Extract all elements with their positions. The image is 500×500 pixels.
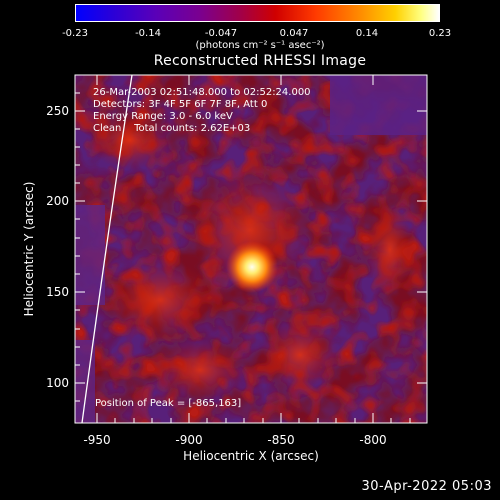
y-tick-label: 150 [46,285,69,299]
x-tick-label: -850 [267,433,294,447]
info-overlay: 26-Mar-2003 02:51:48.000 to 02:52:24.000… [93,87,311,409]
y-tick-label: 100 [46,376,69,390]
colorbar-tick: 0.14 [355,28,379,39]
plot-frame [74,74,428,424]
colorbar-tick: -0.23 [62,28,88,39]
energy-range-text: Energy Range: 3.0 - 6.0 keV [93,111,233,122]
image-title: Reconstructed RHESSI Image [153,53,367,69]
x-tick-label: -800 [359,433,386,447]
y-axis-label: Heliocentric Y (arcsec) [22,182,36,317]
y-tick-label: 250 [46,104,69,118]
peak-source [226,241,278,293]
peak-position-text: Position of Peak = [-865,163] [95,398,241,409]
colorbar-unit-label: (photons cm⁻² s⁻¹ asec⁻²) [195,40,325,51]
x-tick-label: -950 [83,433,110,447]
x-axis-ticks [96,75,411,423]
colorbar-tick: -0.14 [135,28,161,39]
colorbar-tick: 0.047 [279,28,309,39]
x-tick-label: -900 [175,433,202,447]
clean-counts-text: Clean Total counts: 2.62E+03 [93,123,250,134]
x-axis-label: Heliocentric X (arcsec) [183,449,319,463]
y-axis-ticks [75,92,427,402]
colorbar-tick: 0.23 [428,28,452,39]
solar-limb [81,75,133,423]
rhessi-image [75,75,427,423]
detectors-text: Detectors: 3F 4F 5F 6F 7F 8F, Att 0 [93,99,267,110]
time-range-text: 26-Mar-2003 02:51:48.000 to 02:52:24.000 [93,87,311,98]
timestamp: 30-Apr-2022 05:03 [361,479,492,494]
colorbar [75,4,440,22]
colorbar-tick: -0.047 [204,28,238,39]
y-tick-label: 200 [46,194,69,208]
